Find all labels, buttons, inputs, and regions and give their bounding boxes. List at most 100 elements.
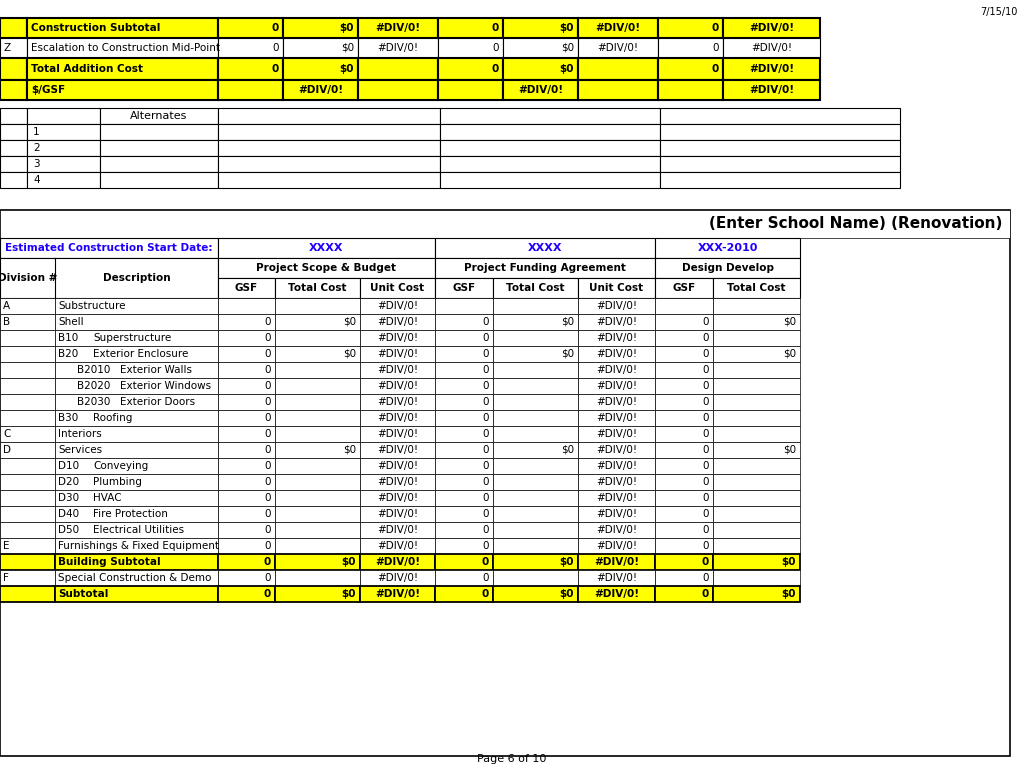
Text: 0: 0 [264, 493, 271, 503]
Bar [493, 394, 578, 410]
Text: XXX-2010: XXX-2010 [697, 243, 758, 253]
Bar [55, 330, 218, 346]
Bar [55, 314, 218, 330]
Bar [578, 298, 655, 314]
Bar [218, 238, 435, 258]
Text: 0: 0 [702, 477, 709, 487]
Text: 0: 0 [482, 333, 489, 343]
Bar [275, 362, 360, 378]
Bar [218, 538, 275, 554]
Bar [713, 506, 800, 522]
Bar [0, 522, 55, 538]
Bar [0, 108, 27, 124]
Bar [493, 278, 578, 298]
Bar [218, 108, 440, 124]
Text: #DIV/0!: #DIV/0! [298, 85, 343, 95]
Bar [435, 258, 655, 278]
Text: Alternates: Alternates [130, 111, 187, 121]
Bar [55, 410, 218, 426]
Bar [360, 522, 435, 538]
Text: 0: 0 [264, 381, 271, 391]
Text: Estimated Construction Start Date:: Estimated Construction Start Date: [5, 243, 213, 253]
Bar [578, 330, 655, 346]
Text: (Enter School Name) (Renovation): (Enter School Name) (Renovation) [709, 217, 1002, 231]
Bar [0, 258, 218, 298]
Bar [27, 80, 218, 100]
Bar [275, 330, 360, 346]
Text: 0: 0 [702, 461, 709, 471]
Bar [435, 394, 493, 410]
Bar [55, 570, 218, 586]
Bar [713, 458, 800, 474]
Text: B: B [3, 317, 10, 327]
Bar [275, 570, 360, 586]
Bar [100, 156, 218, 172]
Text: 0: 0 [264, 317, 271, 327]
Bar [578, 394, 655, 410]
Text: #DIV/0!: #DIV/0! [376, 23, 421, 33]
Text: 0: 0 [712, 64, 719, 74]
Bar [713, 426, 800, 442]
Bar [435, 538, 493, 554]
Text: #DIV/0!: #DIV/0! [596, 477, 637, 487]
Bar [0, 18, 27, 38]
Bar [435, 490, 493, 506]
Bar [0, 238, 218, 258]
Text: #DIV/0!: #DIV/0! [377, 397, 418, 407]
Bar [218, 394, 275, 410]
Text: 0: 0 [702, 525, 709, 535]
Bar [655, 278, 713, 298]
Text: 0: 0 [481, 557, 489, 567]
Text: Page 6 of 10: Page 6 of 10 [477, 754, 547, 764]
Bar [660, 108, 900, 124]
Bar [0, 298, 55, 314]
Bar [55, 554, 218, 570]
Bar [658, 58, 723, 80]
Bar [435, 554, 493, 570]
Bar [218, 522, 275, 538]
Bar [0, 410, 55, 426]
Bar [578, 362, 655, 378]
Bar [218, 58, 283, 80]
Text: Unit Cost: Unit Cost [371, 283, 425, 293]
Bar [713, 298, 800, 314]
Text: C: C [3, 429, 10, 439]
Bar [55, 522, 218, 538]
Text: 0: 0 [482, 493, 489, 503]
Bar [275, 298, 360, 314]
Text: #DIV/0!: #DIV/0! [596, 349, 637, 359]
Bar [655, 298, 713, 314]
Bar [358, 18, 438, 38]
Text: 0: 0 [493, 43, 499, 53]
Bar [218, 38, 283, 58]
Bar [713, 410, 800, 426]
Bar [55, 426, 218, 442]
Text: 0: 0 [702, 397, 709, 407]
Bar [275, 314, 360, 330]
Bar [660, 124, 900, 140]
Bar [275, 378, 360, 394]
Bar [655, 330, 713, 346]
Text: $0: $0 [341, 43, 354, 53]
Bar [493, 570, 578, 586]
Text: 0: 0 [264, 541, 271, 551]
Bar [655, 458, 713, 474]
Text: #DIV/0!: #DIV/0! [596, 509, 637, 519]
Bar [218, 586, 275, 602]
Bar [360, 458, 435, 474]
Bar [275, 278, 360, 298]
Bar [218, 80, 283, 100]
Text: B2030: B2030 [77, 397, 111, 407]
Text: $0: $0 [783, 317, 796, 327]
Text: 0: 0 [702, 541, 709, 551]
Text: 0: 0 [264, 365, 271, 375]
Bar [218, 506, 275, 522]
Text: #DIV/0!: #DIV/0! [377, 413, 418, 423]
Text: $0: $0 [559, 589, 574, 599]
Text: Exterior Doors: Exterior Doors [120, 397, 196, 407]
Bar [275, 474, 360, 490]
Bar [55, 586, 218, 602]
Text: 0: 0 [264, 557, 271, 567]
Text: GSF: GSF [234, 283, 258, 293]
Bar [438, 80, 503, 100]
